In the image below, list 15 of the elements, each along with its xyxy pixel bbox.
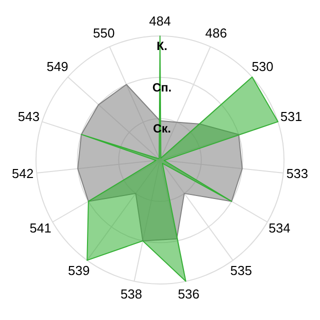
spoke-label: 533	[286, 166, 308, 181]
spoke-label: 550	[93, 25, 115, 40]
spoke-label: 530	[252, 59, 274, 74]
spoke-label: 536	[178, 286, 200, 302]
spoke-label: 539	[68, 263, 90, 278]
spoke-label: 531	[280, 108, 302, 124]
spoke-label: 541	[30, 220, 52, 236]
spoke-label: 484	[149, 13, 171, 28]
spoke-label: 542	[12, 166, 34, 181]
spoke-label: 538	[120, 286, 142, 302]
spoke-label: 534	[268, 220, 290, 236]
spoke-label: 543	[18, 108, 40, 124]
spoke-label: 549	[46, 59, 68, 74]
spoke-label: 486	[205, 25, 227, 40]
spoke-label: 535	[230, 263, 252, 278]
